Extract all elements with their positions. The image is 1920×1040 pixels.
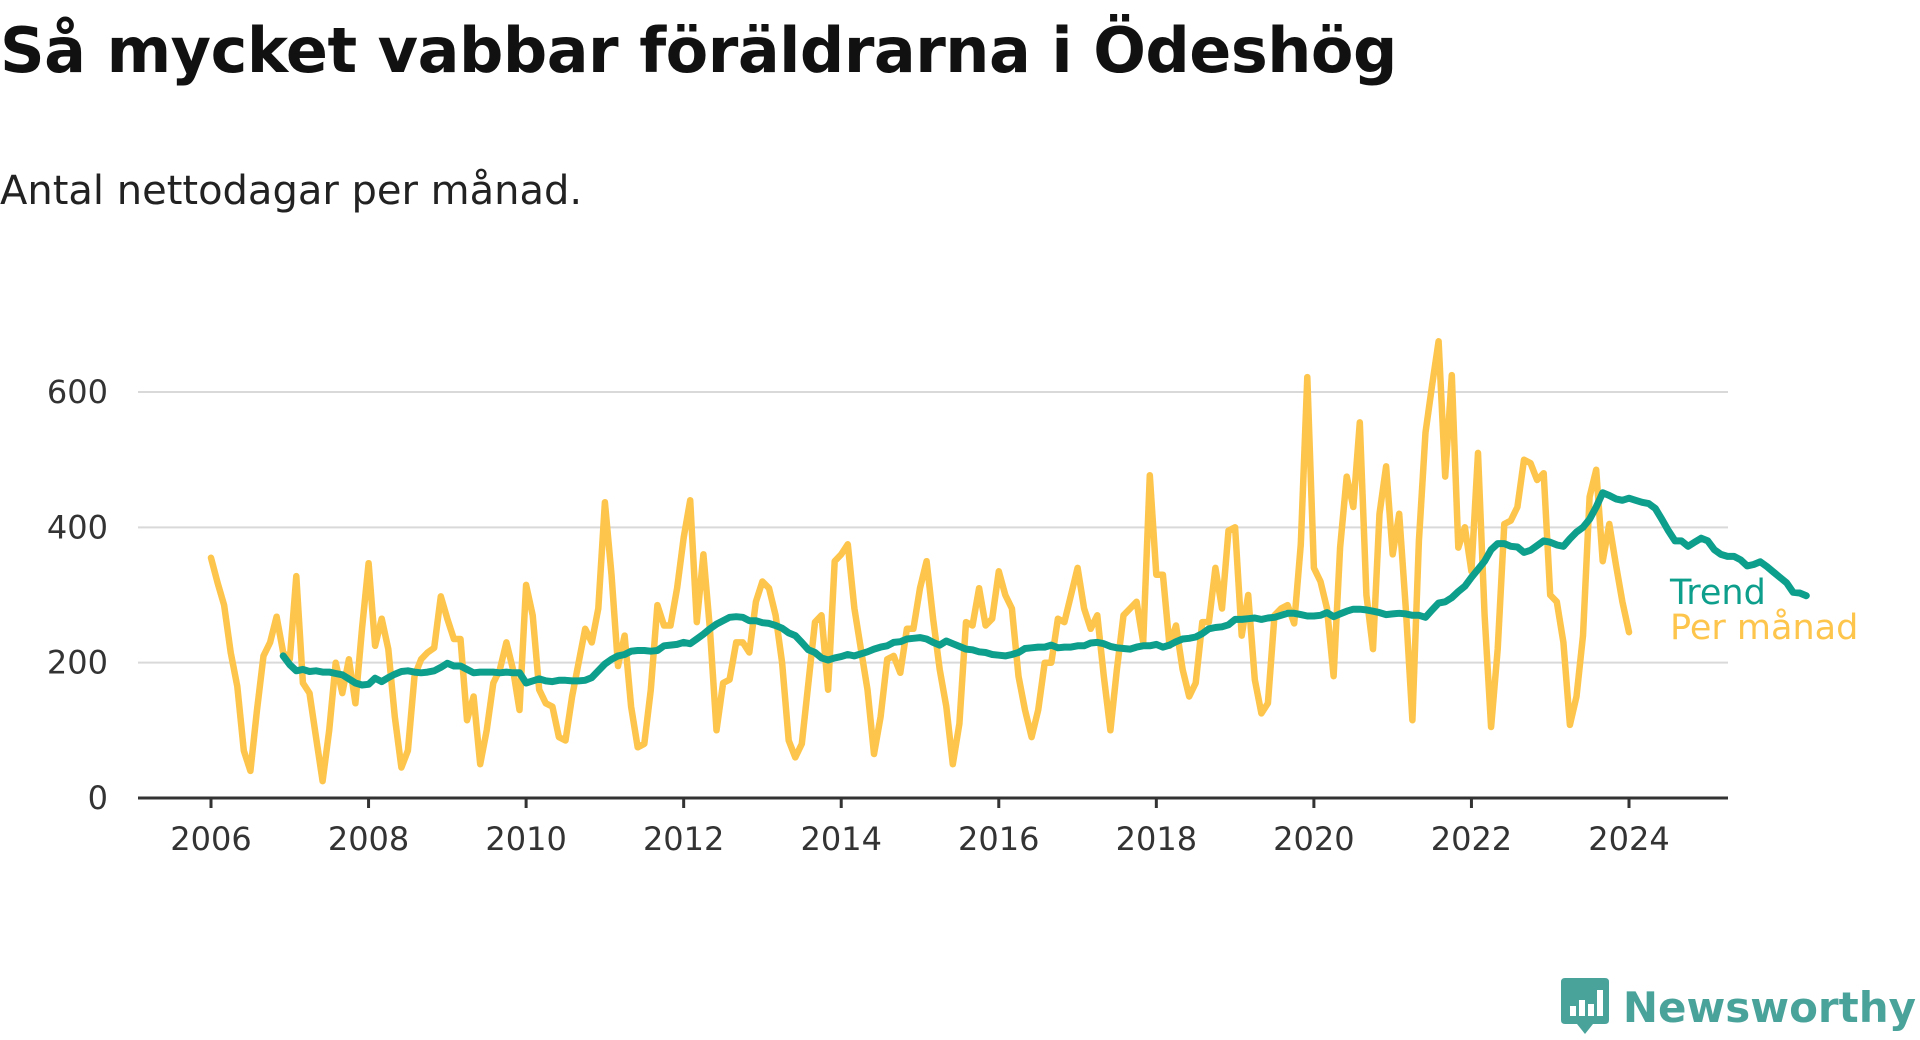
x-tick-label: 2022 — [1431, 820, 1512, 858]
x-tick-label: 2006 — [170, 820, 251, 858]
x-tick-label: 2016 — [958, 820, 1039, 858]
x-tick-label: 2018 — [1116, 820, 1197, 858]
x-tick-label: 2010 — [485, 820, 566, 858]
x-tick-label: 2024 — [1588, 820, 1669, 858]
y-tick-label: 600 — [47, 373, 108, 411]
line-chart: 0 200 400 600 2006 2008 2010 2012 2014 2016 2018 20… — [47, 338, 1858, 858]
series-lines — [207, 338, 1810, 785]
series-label-per-manad: Per månad — [1670, 607, 1858, 648]
x-tick-label: 2008 — [328, 820, 409, 858]
axis-ticks: 0 200 400 600 2006 2008 2010 2012 2014 2016 2018 20… — [47, 373, 1670, 858]
series-line-per-manad — [207, 338, 1633, 785]
y-tick-label: 0 — [88, 779, 108, 817]
chart-subtitle: Antal nettodagar per månad. — [0, 168, 583, 214]
x-tick-label: 2014 — [801, 820, 882, 858]
newsworthy-logo: Newsworthy — [1559, 976, 1916, 1038]
bar-chart-speech-bubble-icon — [1560, 978, 1609, 1034]
x-tick-label: 2012 — [643, 820, 724, 858]
newsworthy-logo-text: Newsworthy — [1622, 982, 1916, 1032]
x-tick-label: 2020 — [1273, 820, 1354, 858]
chart-title: Så mycket vabbar föräldrarna i Ödeshög — [0, 14, 1397, 87]
y-tick-label: 400 — [47, 508, 108, 546]
series-line-trend — [279, 489, 1810, 689]
series-label-trend: Trend — [1669, 573, 1766, 613]
y-tick-label: 200 — [47, 644, 108, 682]
